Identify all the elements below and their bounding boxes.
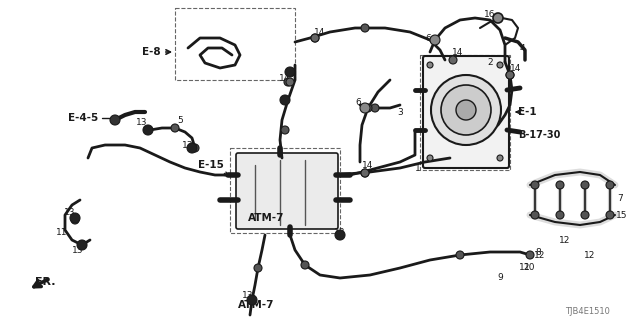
Text: 3: 3 [397, 108, 403, 116]
Circle shape [606, 181, 614, 189]
Circle shape [497, 62, 503, 68]
Text: E-15: E-15 [198, 160, 224, 170]
Circle shape [606, 211, 614, 219]
Text: E-4-5: E-4-5 [68, 113, 99, 123]
Circle shape [281, 126, 289, 134]
Text: 9: 9 [497, 274, 503, 283]
Text: 14: 14 [452, 47, 464, 57]
Text: 12: 12 [559, 236, 571, 244]
Circle shape [143, 125, 153, 135]
Text: 5: 5 [177, 116, 183, 124]
Circle shape [497, 155, 503, 161]
Text: 16: 16 [484, 10, 496, 19]
Circle shape [78, 241, 86, 249]
Text: 14: 14 [279, 74, 291, 83]
Circle shape [71, 216, 79, 224]
Circle shape [77, 240, 87, 250]
Circle shape [556, 181, 564, 189]
Circle shape [531, 181, 539, 189]
Circle shape [456, 251, 464, 259]
Text: E-8: E-8 [142, 47, 161, 57]
Circle shape [301, 261, 309, 269]
Circle shape [285, 67, 295, 77]
Text: B-17-30: B-17-30 [518, 130, 561, 140]
Circle shape [493, 13, 503, 23]
Text: 7: 7 [617, 194, 623, 203]
Text: 14: 14 [362, 161, 374, 170]
Bar [175, 8, 295, 80]
Circle shape [431, 36, 439, 44]
Circle shape [286, 78, 294, 86]
Text: 2: 2 [487, 58, 493, 67]
Circle shape [361, 24, 369, 32]
Text: 13: 13 [182, 140, 194, 149]
Text: 12: 12 [519, 263, 531, 273]
Circle shape [427, 62, 433, 68]
Circle shape [284, 78, 292, 86]
Circle shape [581, 181, 589, 189]
Circle shape [361, 169, 369, 177]
Circle shape [361, 169, 369, 177]
Text: 4: 4 [519, 44, 525, 52]
Text: 6: 6 [355, 98, 361, 107]
Text: 1: 1 [415, 164, 421, 172]
Text: E-1: E-1 [518, 107, 536, 117]
Text: ATM-7: ATM-7 [248, 213, 285, 223]
Circle shape [280, 95, 290, 105]
Circle shape [427, 155, 433, 161]
Text: 8: 8 [535, 247, 541, 257]
Circle shape [311, 34, 319, 42]
Circle shape [581, 211, 589, 219]
Text: 6: 6 [425, 34, 431, 43]
Bar [230, 148, 340, 233]
Text: 12: 12 [534, 251, 546, 260]
Text: 12: 12 [584, 251, 596, 260]
Text: 13: 13 [243, 291, 253, 300]
Circle shape [371, 104, 379, 112]
Circle shape [531, 211, 539, 219]
Circle shape [311, 34, 319, 42]
Circle shape [360, 103, 370, 113]
Circle shape [430, 35, 440, 45]
Text: ATM-7: ATM-7 [238, 300, 275, 310]
Circle shape [506, 71, 514, 79]
Circle shape [526, 251, 534, 259]
FancyBboxPatch shape [423, 56, 509, 168]
Circle shape [441, 85, 491, 135]
Text: 10: 10 [524, 263, 536, 273]
Circle shape [506, 71, 514, 79]
Text: TJB4E1510: TJB4E1510 [565, 308, 610, 316]
Circle shape [70, 213, 80, 223]
Text: 13: 13 [334, 228, 346, 236]
Text: FR.: FR. [35, 277, 56, 287]
Circle shape [187, 143, 197, 153]
Circle shape [449, 56, 457, 64]
Circle shape [254, 264, 262, 272]
Text: 13: 13 [64, 207, 76, 217]
Circle shape [247, 295, 257, 305]
Text: 13: 13 [136, 117, 148, 126]
Bar [420, 55, 510, 170]
Text: 15: 15 [616, 211, 628, 220]
Circle shape [335, 230, 345, 240]
Circle shape [110, 115, 120, 125]
Circle shape [456, 100, 476, 120]
Text: 13: 13 [72, 245, 84, 254]
Circle shape [191, 144, 199, 152]
Text: 14: 14 [510, 63, 522, 73]
Circle shape [431, 75, 501, 145]
Text: 11: 11 [56, 228, 68, 236]
Circle shape [171, 124, 179, 132]
FancyBboxPatch shape [236, 153, 338, 229]
Circle shape [364, 104, 372, 112]
Circle shape [556, 211, 564, 219]
Text: 14: 14 [314, 28, 326, 36]
